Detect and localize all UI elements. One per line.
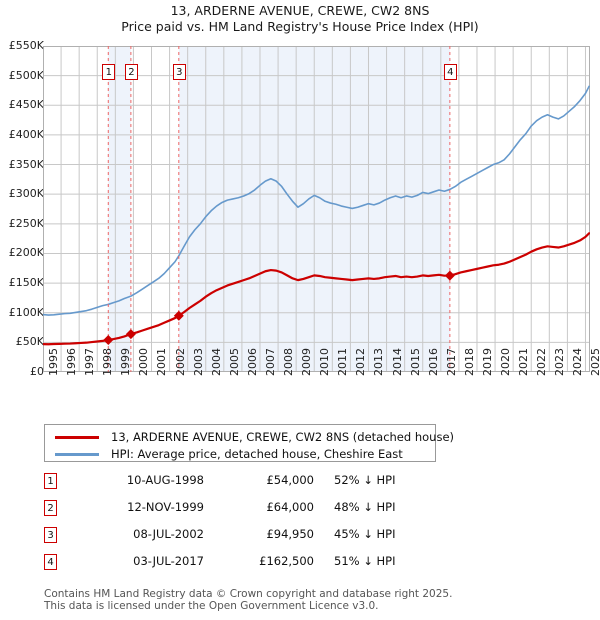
x-tick-label: 2016 [426, 348, 440, 376]
y-tick-label: £0 [30, 365, 44, 378]
transaction-marker-1[interactable]: 1 [102, 64, 116, 80]
row-sale-date: 03-JUL-2017 [133, 554, 204, 568]
chart-container: £0 £50K £100K £150K £200K £250K £300K £350K £400… [0, 39, 600, 378]
legend-label: HPI: Average price, detached house, Ches… [111, 447, 403, 461]
x-tick-label: 2000 [137, 348, 151, 376]
x-tick-label: 1999 [119, 348, 133, 376]
y-tick-label: £500K [8, 68, 44, 82]
x-tick-label: 2011 [336, 348, 350, 376]
row-sale-price: £54,000 [266, 473, 314, 487]
x-tick-label: 2013 [372, 348, 386, 376]
x-tick-label: 2015 [408, 348, 422, 376]
y-tick-label: £300K [8, 187, 44, 201]
y-tick-label: £150K [8, 276, 44, 290]
x-tick-label: 2014 [390, 348, 404, 376]
row-sale-date: 08-JUL-2002 [133, 527, 204, 541]
x-tick-label: 2012 [354, 348, 368, 376]
x-tick-label: 1997 [83, 348, 97, 376]
legend-label: 13, ARDERNE AVENUE, CREWE, CW2 8NS (deta… [111, 430, 455, 444]
row-hpi-delta: 51% ↓ HPI [334, 554, 396, 568]
x-tick-label: 2019 [480, 348, 494, 376]
title-address: 13, ARDERNE AVENUE, CREWE, CW2 8NS [170, 3, 430, 18]
row-hpi-delta: 45% ↓ HPI [334, 527, 396, 541]
row-index-badge: 4 [44, 554, 57, 570]
y-tick-label: £550K [8, 39, 44, 52]
row-hpi-delta: 48% ↓ HPI [334, 500, 396, 514]
table-row[interactable]: 2 12-NOV-1999 £64,000 48% ↓ HPI [44, 497, 464, 524]
transaction-marker-2[interactable]: 2 [124, 64, 138, 80]
x-tick-label: 1995 [47, 348, 60, 376]
x-tick-label: 2002 [173, 348, 187, 376]
table-row[interactable]: 3 08-JUL-2002 £94,950 45% ↓ HPI [44, 524, 464, 551]
table-row[interactable]: 4 03-JUL-2017 £162,500 51% ↓ HPI [44, 551, 464, 578]
row-sale-price: £162,500 [259, 554, 314, 568]
footer-line-1: Contains HM Land Registry data © Crown c… [44, 588, 453, 600]
x-tick-label: 2006 [245, 348, 259, 376]
y-tick-label: £100K [8, 305, 44, 319]
legend-item-1: 13, ARDERNE AVENUE, CREWE, CW2 8NS (deta… [45, 428, 454, 447]
x-tick-label: 2007 [263, 348, 277, 376]
row-sale-price: £64,000 [266, 500, 314, 514]
y-tick-label: £450K [8, 98, 44, 112]
chart-legend: 13, ARDERNE AVENUE, CREWE, CW2 8NS (deta… [44, 424, 454, 464]
x-tick-label: 1996 [65, 348, 79, 376]
x-tick-label: 2022 [535, 348, 549, 376]
row-hpi-delta: 52% ↓ HPI [334, 473, 396, 487]
row-sale-date: 10-AUG-1998 [126, 473, 204, 487]
x-tick-label: 2009 [300, 348, 314, 376]
row-index-badge: 2 [44, 500, 57, 516]
x-tick-label: 2024 [571, 348, 585, 376]
x-tick-label: 2018 [462, 348, 476, 376]
x-tick-label: 2010 [318, 348, 332, 376]
x-tick-label: 2001 [155, 348, 169, 376]
x-tick-label: 2003 [191, 348, 205, 376]
x-tick-label: 2005 [227, 348, 241, 376]
title-subtitle: Price paid vs. HM Land Registry's House … [121, 19, 479, 34]
x-tick-label: 2017 [444, 348, 458, 376]
row-index-badge: 3 [44, 527, 57, 543]
legend-item-2: HPI: Average price, detached house, Ches… [45, 445, 435, 464]
footer-line-2: This data is licensed under the Open Gov… [44, 600, 379, 612]
transaction-marker-4[interactable]: 4 [443, 64, 457, 80]
x-tick-label: 2004 [209, 348, 223, 376]
y-tick-label: £350K [8, 157, 44, 171]
transaction-table: 1 10-AUG-1998 £54,000 52% ↓ HPI 2 12-NOV-1999… [44, 470, 464, 578]
legend-color-swatch [55, 453, 99, 456]
x-tick-label: 1998 [101, 348, 115, 376]
table-row[interactable]: 1 10-AUG-1998 £54,000 52% ↓ HPI [44, 470, 464, 497]
footer-attribution: Contains HM Land Registry data © Crown c… [44, 588, 584, 612]
y-tick-label: £400K [8, 127, 44, 141]
plot-area [43, 46, 590, 372]
page-title: 13, ARDERNE AVENUE, CREWE, CW2 8NS Price… [0, 3, 600, 35]
x-tick-label: 2023 [553, 348, 567, 376]
x-tick-label: 2020 [499, 348, 513, 376]
y-tick-label: £250K [8, 216, 44, 230]
row-sale-price: £94,950 [266, 527, 314, 541]
row-index-badge: 1 [44, 473, 57, 489]
x-tick-label: 2021 [517, 348, 531, 376]
transaction-marker-3[interactable]: 3 [172, 64, 186, 80]
x-tick-label: 2025 [589, 348, 600, 376]
x-tick-label: 2008 [282, 348, 296, 376]
y-tick-label: £50K [15, 335, 44, 349]
chart-svg [43, 46, 590, 372]
legend-color-swatch [55, 436, 99, 439]
y-tick-label: £200K [8, 246, 44, 260]
row-sale-date: 12-NOV-1999 [127, 500, 204, 514]
